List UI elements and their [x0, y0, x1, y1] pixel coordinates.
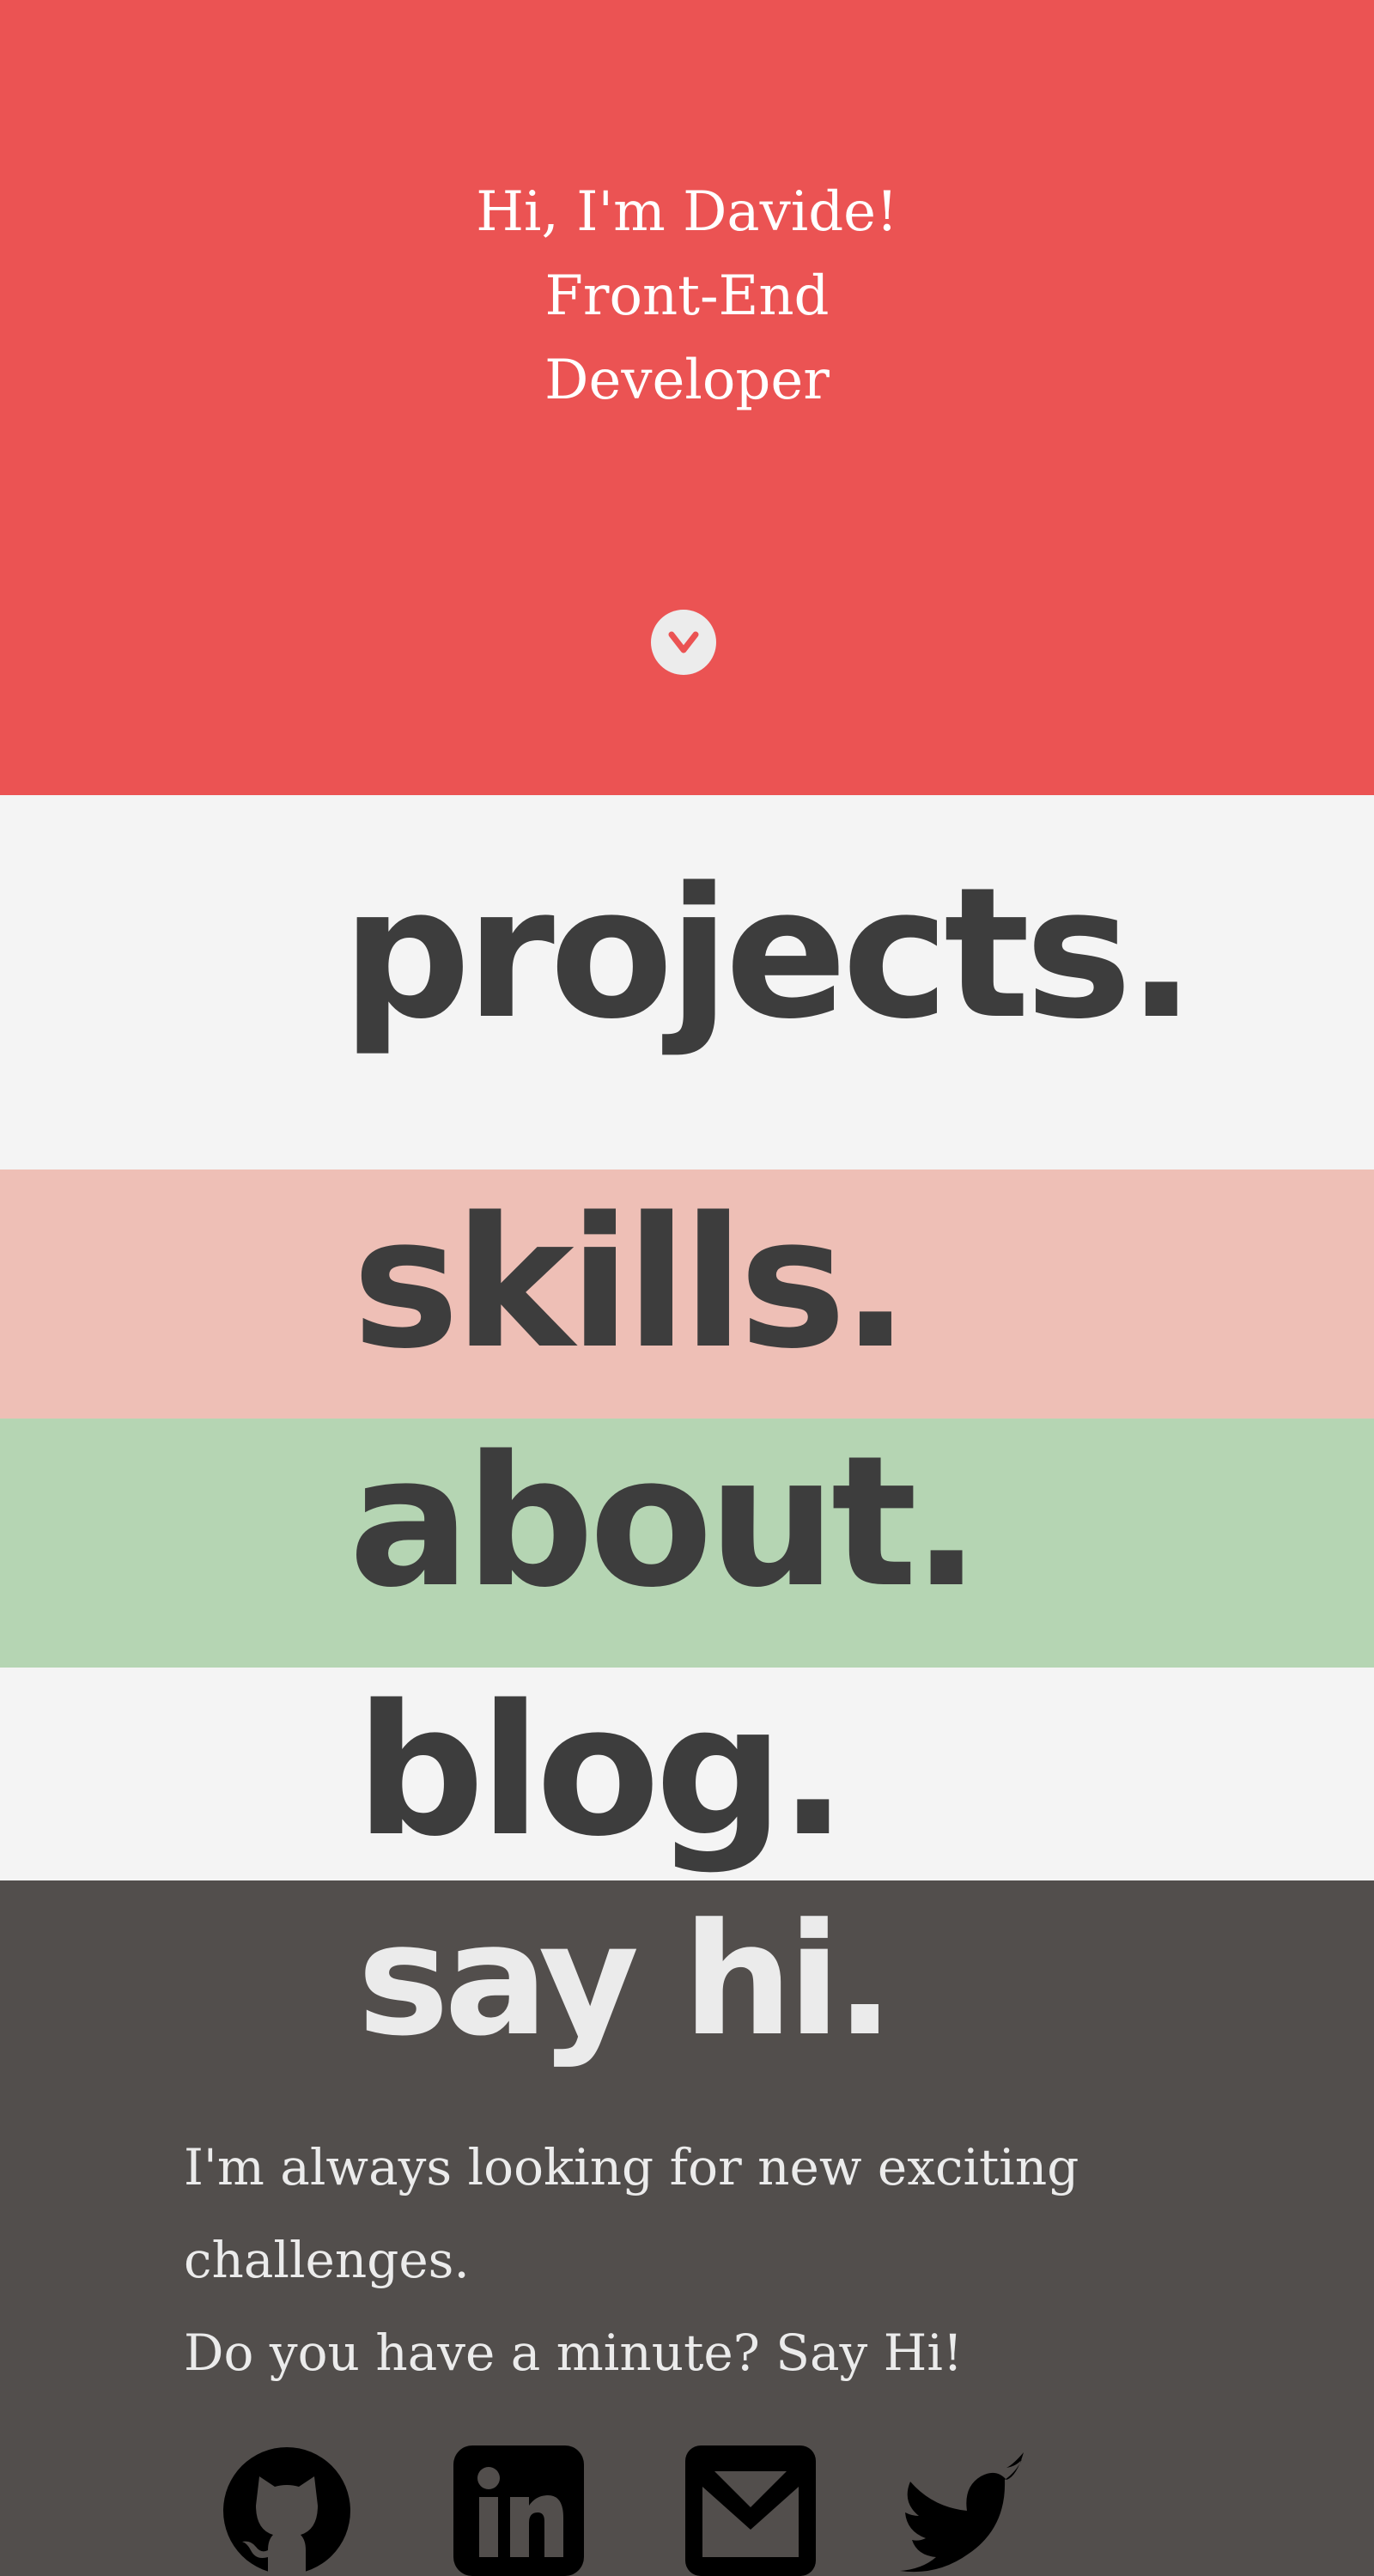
hero-role-line1: Front-End	[544, 264, 830, 328]
contact-message: I'm always looking for new exciting chal…	[184, 2121, 1300, 2399]
blog-section[interactable]: blog.	[0, 1666, 1374, 1880]
skills-link[interactable]: skills.	[352, 1178, 909, 1388]
mail-icon	[685, 2445, 816, 2576]
about-section[interactable]: about.	[0, 1417, 1374, 1668]
blog-link[interactable]: blog.	[356, 1666, 848, 1876]
github-icon	[223, 2447, 350, 2576]
hero-greeting: Hi, I'm Davide!	[476, 180, 898, 244]
skills-section[interactable]: skills.	[0, 1170, 1374, 1419]
contact-line-2: challenges.	[184, 2231, 470, 2289]
contact-line-1: I'm always looking for new exciting	[184, 2138, 1079, 2196]
email-link[interactable]	[685, 2445, 816, 2576]
projects-link[interactable]: projects.	[342, 848, 1195, 1059]
projects-section[interactable]: projects.	[0, 795, 1374, 1170]
twitter-icon	[900, 2452, 1024, 2573]
scroll-down-button[interactable]	[651, 610, 716, 675]
hero-intro: Hi, I'm Davide! Front-End Developer	[0, 170, 1374, 422]
linkedin-link[interactable]	[453, 2445, 584, 2576]
github-link[interactable]	[222, 2445, 352, 2576]
hero-section: Hi, I'm Davide! Front-End Developer	[0, 0, 1374, 795]
about-link[interactable]: about.	[349, 1417, 981, 1627]
linkedin-icon	[453, 2445, 584, 2576]
twitter-link[interactable]	[895, 2445, 1025, 2576]
contact-section: say hi. I'm always looking for new excit…	[0, 1880, 1374, 2576]
contact-title: say hi.	[357, 1891, 894, 2070]
hero-role-line2: Developer	[544, 349, 830, 412]
chevron-down-icon	[668, 631, 699, 653]
contact-line-3: Do you have a minute? Say Hi!	[184, 2324, 964, 2382]
